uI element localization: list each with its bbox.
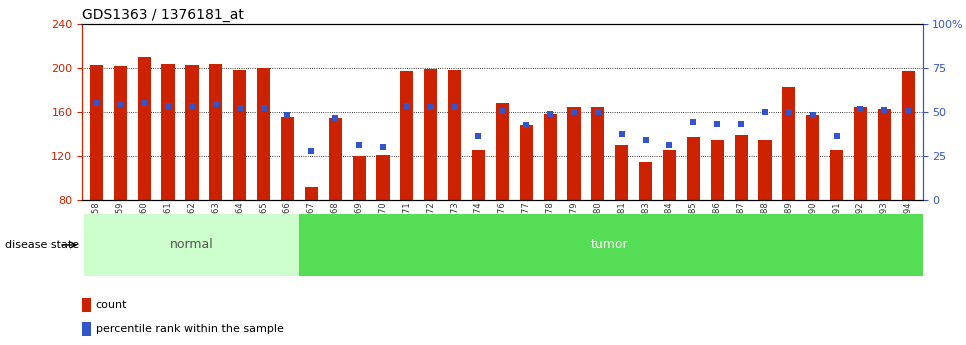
Bar [161, 64, 175, 200]
Text: normal: normal [170, 238, 213, 252]
Bar [496, 104, 509, 200]
Bar [328, 118, 342, 200]
Bar [544, 114, 556, 200]
Bar [299, 214, 923, 276]
Bar [304, 187, 318, 200]
Bar [400, 71, 413, 200]
Bar [84, 214, 299, 276]
Bar [82, 298, 91, 312]
Bar [567, 107, 581, 200]
Bar [782, 87, 795, 200]
Bar [807, 116, 819, 200]
Bar [114, 66, 127, 200]
Bar [137, 57, 151, 200]
Bar [711, 140, 724, 200]
Bar [377, 155, 389, 200]
Bar [185, 65, 198, 200]
Bar [424, 69, 438, 200]
Bar [687, 137, 700, 200]
Bar [591, 107, 605, 200]
Bar [901, 71, 915, 200]
Text: percentile rank within the sample: percentile rank within the sample [96, 324, 283, 334]
Bar [734, 135, 748, 200]
Bar [90, 65, 103, 200]
Bar [210, 64, 222, 200]
Bar [233, 70, 246, 200]
Bar [281, 117, 294, 200]
Bar [448, 70, 461, 200]
Bar [471, 149, 485, 200]
Text: tumor: tumor [591, 238, 629, 252]
Text: count: count [96, 300, 128, 310]
Bar [615, 145, 628, 200]
Bar [830, 149, 843, 200]
Bar [82, 322, 91, 336]
Bar [878, 109, 891, 200]
Bar [758, 140, 772, 200]
Text: GDS1363 / 1376181_at: GDS1363 / 1376181_at [82, 8, 244, 22]
Text: disease state: disease state [5, 240, 79, 250]
Bar [854, 107, 867, 200]
Bar [353, 156, 366, 200]
Bar [639, 161, 652, 200]
Bar [257, 68, 270, 200]
Bar [520, 125, 533, 200]
Bar [663, 149, 676, 200]
